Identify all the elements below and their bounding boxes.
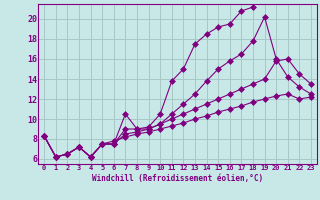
X-axis label: Windchill (Refroidissement éolien,°C): Windchill (Refroidissement éolien,°C): [92, 174, 263, 183]
